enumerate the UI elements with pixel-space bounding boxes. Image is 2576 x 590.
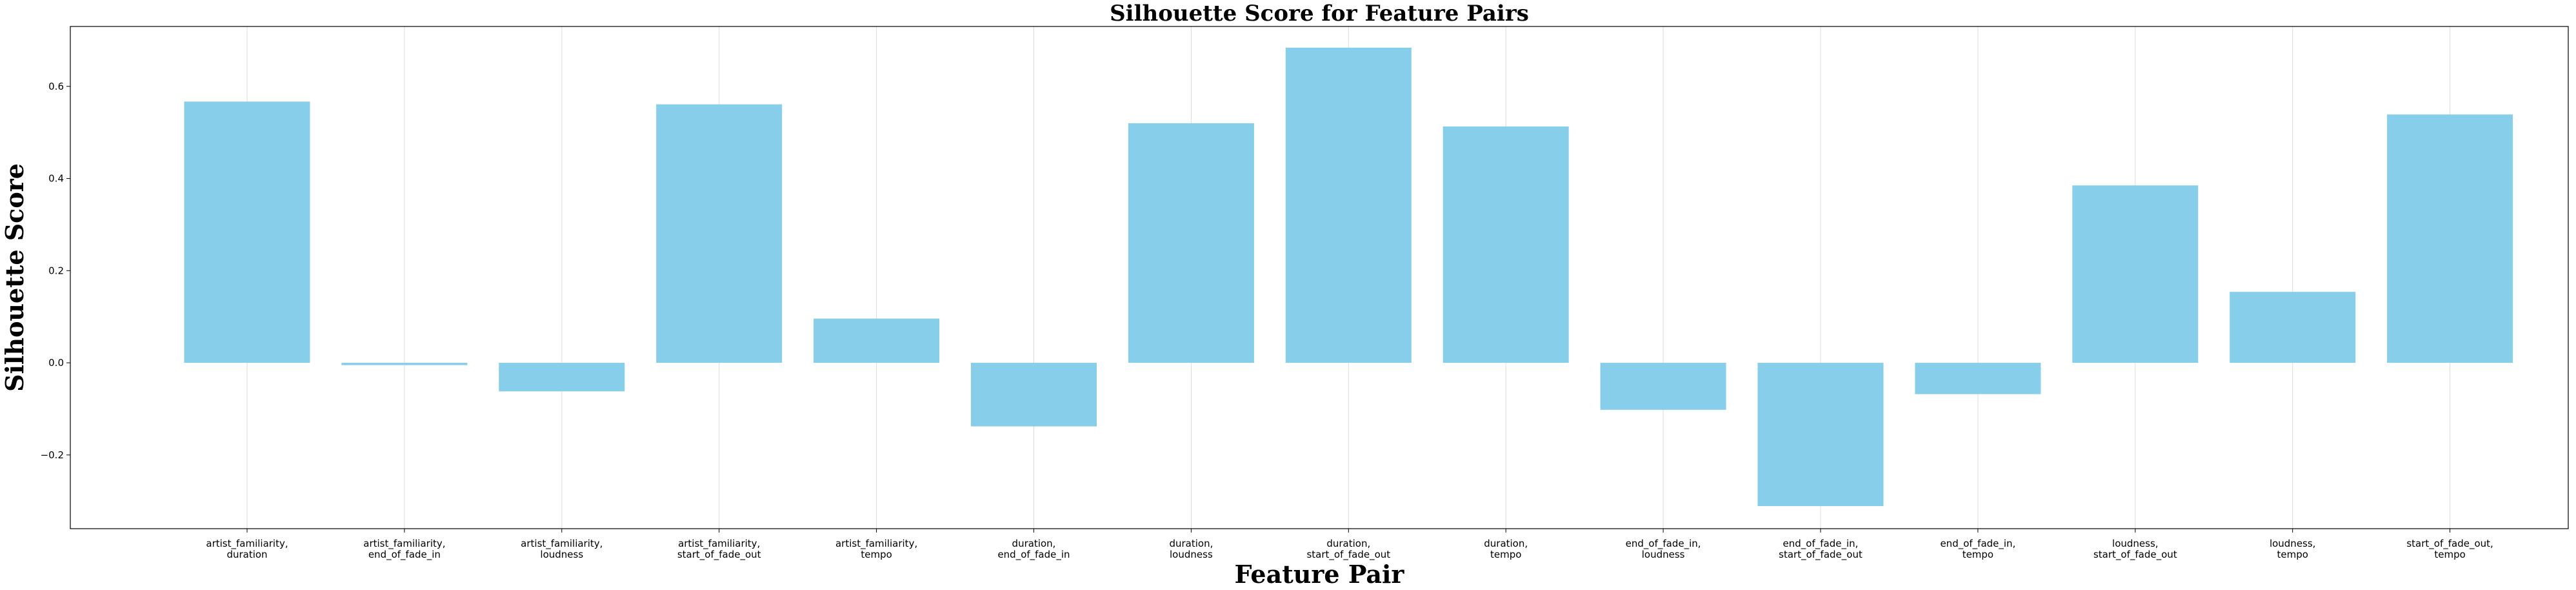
bar: [2230, 292, 2356, 363]
x-tick-label: end_of_fade_in, tempo: [1940, 538, 2015, 560]
x-tick-label: end_of_fade_in, start_of_fade_out: [1779, 538, 1862, 561]
plot-frame: [70, 26, 2569, 529]
x-tick-label: artist_familiarity, start_of_fade_out: [677, 538, 761, 561]
x-tick-label: end_of_fade_in, loudness: [1626, 538, 1701, 560]
y-tick-label: 0.0: [48, 357, 64, 369]
x-tick-label: loudness, start_of_fade_out: [2093, 538, 2177, 561]
bar: [499, 363, 625, 392]
x-tick-label: artist_familiarity, end_of_fade_in: [363, 538, 445, 561]
x-tick-label: artist_familiarity, loudness: [521, 538, 603, 560]
bar: [971, 363, 1097, 427]
bar: [341, 363, 468, 365]
chart-title: Silhouette Score for Feature Pairs: [1110, 1, 1529, 26]
bar: [1128, 123, 1254, 363]
y-tick-label: 0.4: [48, 173, 64, 185]
bar: [1600, 363, 1726, 410]
y-tick-label: 0.2: [48, 265, 64, 276]
y-tick-label: 0.6: [48, 81, 64, 92]
bar: [2387, 114, 2513, 363]
x-tick-label: start_of_fade_out, tempo: [2406, 538, 2493, 560]
bars-group: [184, 47, 2513, 507]
x-tick-label: artist_familiarity, tempo: [835, 538, 917, 560]
bar: [2072, 185, 2199, 363]
x-axis-label: Feature Pair: [1235, 560, 1405, 589]
y-axis-ticks: −0.2 0.0 0.2 0.4 0.6: [41, 81, 70, 461]
bar: [814, 318, 940, 363]
bar: [1915, 363, 2041, 394]
bar: [656, 104, 783, 363]
x-tick-label: duration, tempo: [1484, 538, 1528, 560]
bar: [184, 101, 310, 363]
y-tick-label: −0.2: [41, 449, 64, 461]
x-tick-label: artist_familiarity, duration: [206, 538, 288, 560]
bar: [1285, 47, 1412, 363]
x-tick-label: duration, loudness: [1169, 538, 1213, 560]
x-tick-label: loudness, tempo: [2270, 538, 2316, 560]
x-tick-label: duration, start_of_fade_out: [1306, 538, 1390, 561]
x-tick-label: duration, end_of_fade_in: [997, 538, 1070, 561]
x-axis-ticks: artist_familiarity, duration artist_famili…: [206, 529, 2493, 561]
y-axis-label: Silhouette Score: [0, 163, 29, 392]
bar: [1757, 363, 1884, 507]
bar: [1443, 126, 1569, 363]
